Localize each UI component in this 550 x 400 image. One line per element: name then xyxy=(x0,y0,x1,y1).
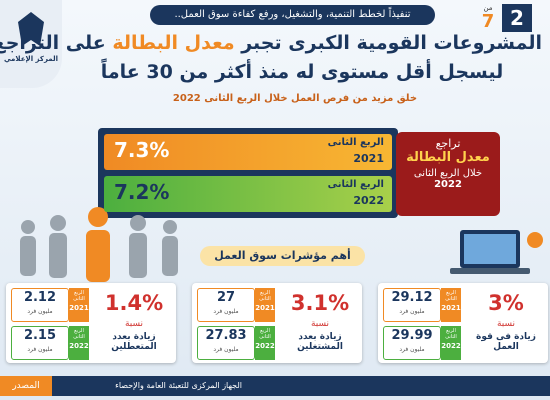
row-value: 2.12 xyxy=(23,290,57,305)
indicator-card: 27 مليون فرد الربع الثانى 2021 27.83 مليون فر… xyxy=(192,283,362,363)
box-line: معدل البطالة xyxy=(406,150,490,165)
logo-emblem xyxy=(18,12,44,46)
row-value: 27.83 xyxy=(205,328,247,343)
unemployment-bar: 7.2% الربع الثانى 2022 xyxy=(104,176,392,212)
year-tag: الربع الثانى 2022 xyxy=(255,326,275,360)
row-year: 2022 xyxy=(69,342,89,350)
bar-value: 7.2% xyxy=(114,180,170,204)
percent-caption: نسبة xyxy=(124,319,144,329)
bar-quarter: الربع الثانى xyxy=(327,137,384,148)
row-year: 2022 xyxy=(255,342,275,350)
box-line: تراجع xyxy=(435,137,461,150)
row-unit: مليون فرد xyxy=(27,308,53,315)
unemployment-bar: 7.3% الربع الثانى 2021 xyxy=(104,134,392,170)
logo-text: المركز الإعلامي xyxy=(3,55,59,63)
bar-quarter: الربع الثانى xyxy=(327,179,384,190)
percent-caption: نسبة xyxy=(310,319,330,329)
value-box: 2.12 مليون فرد xyxy=(11,288,69,322)
section-title: أهم مؤشرات سوق العمل xyxy=(200,246,365,266)
indicator-card: 2.12 مليون فرد الربع الثانى 2021 2.15 مليون ف… xyxy=(6,283,176,363)
title-line1: المشروعات القومية الكبرى تجبر معدل البطا… xyxy=(0,32,542,54)
page-number: 2 xyxy=(502,4,532,32)
row-year: 2021 xyxy=(69,304,89,312)
row-quarter: الربع الثانى xyxy=(259,290,271,302)
row-year: 2021 xyxy=(255,304,275,312)
value-box: 27 مليون فرد xyxy=(197,288,255,322)
row-unit: مليون فرد xyxy=(27,346,53,353)
source-label: المصدر xyxy=(0,376,52,396)
title-part: على التراجع xyxy=(0,32,106,54)
page-total: 7 xyxy=(481,11,495,32)
row-value: 2.15 xyxy=(23,328,57,343)
percent: 1.4% xyxy=(104,291,164,315)
percent: 3% xyxy=(488,291,524,315)
box-line: خلال الربع الثانى xyxy=(413,168,483,179)
year-tag: الربع الثانى 2022 xyxy=(441,326,461,360)
value-box: 29.99 مليون فرد xyxy=(383,326,441,360)
logo-area: المركز الإعلامي xyxy=(0,0,62,88)
tagline: تنفيذاً لخطط التنمية، والتشغيل، ورفع كفا… xyxy=(150,5,435,25)
title-line2: ليسجل أقل مستوى له منذ أكثر من 30 عاماً xyxy=(100,61,504,83)
row-quarter: الربع الثانى xyxy=(73,328,85,340)
row-unit: مليون فرد xyxy=(213,308,239,315)
indicator-label: زيادة بعدد المتعطلين xyxy=(111,332,157,352)
percent-caption: نسبة xyxy=(496,319,516,329)
row-unit: مليون فرد xyxy=(399,346,425,353)
page-of: من xyxy=(483,4,493,12)
row-unit: مليون فرد xyxy=(213,346,239,353)
indicator-label: زيادة فى قوة العمل xyxy=(476,332,536,352)
bar-year: 2021 xyxy=(353,152,384,165)
title-highlight: معدل البطالة xyxy=(112,32,235,54)
row-value: 29.12 xyxy=(391,290,433,305)
source-text: الجهاز المركزى للتعبئة العامة والإحصاء xyxy=(115,381,242,390)
year-tag: الربع الثانى 2021 xyxy=(441,288,461,322)
subtitle: خلق مزيد من فرص العمل خلال الربع الثانى … xyxy=(172,93,418,104)
illustration xyxy=(450,230,543,274)
value-box: 2.15 مليون فرد xyxy=(11,326,69,360)
row-quarter: الربع الثانى xyxy=(73,290,85,302)
year-tag: الربع الثانى 2022 xyxy=(69,326,89,360)
row-year: 2022 xyxy=(441,342,461,350)
box-line: 2022 xyxy=(434,179,462,190)
percent: 3.1% xyxy=(290,291,350,315)
row-unit: مليون فرد xyxy=(399,308,425,315)
row-value: 27 xyxy=(216,290,236,305)
indicator-label: زيادة بعدد المشتغلين xyxy=(297,332,343,352)
bar-year: 2022 xyxy=(353,194,384,207)
footer-bar: المصدر الجهاز المركزى للتعبئة العامة وال… xyxy=(0,376,550,396)
value-box: 29.12 مليون فرد xyxy=(383,288,441,322)
row-year: 2021 xyxy=(441,304,461,312)
indicator-card: 29.12 مليون فرد الربع الثانى 2021 29.99 مليون… xyxy=(378,283,548,363)
row-quarter: الربع الثانى xyxy=(445,290,457,302)
row-value: 29.99 xyxy=(391,328,433,343)
bar-value: 7.3% xyxy=(114,138,170,162)
title-part: المشروعات القومية الكبرى تجبر xyxy=(241,32,542,54)
decline-box: تراجع معدل البطالة خلال الربع الثانى 202… xyxy=(396,132,500,216)
value-box: 27.83 مليون فرد xyxy=(197,326,255,360)
row-quarter: الربع الثانى xyxy=(445,328,457,340)
year-tag: الربع الثانى 2021 xyxy=(69,288,89,322)
row-quarter: الربع الثانى xyxy=(259,328,271,340)
year-tag: الربع الثانى 2021 xyxy=(255,288,275,322)
people-icons xyxy=(20,207,178,282)
